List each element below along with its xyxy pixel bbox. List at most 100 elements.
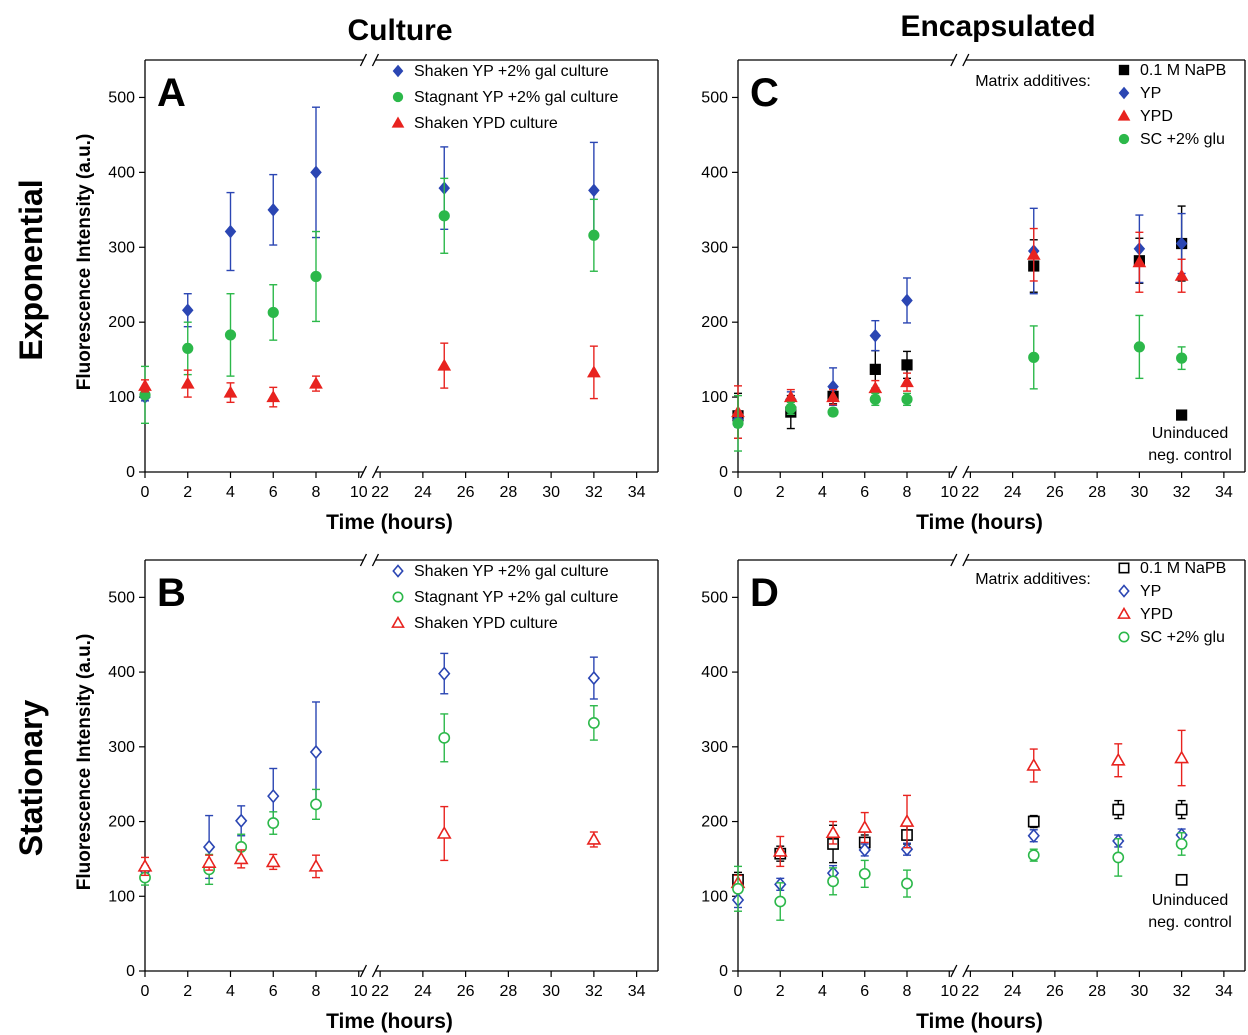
data-point [827, 875, 839, 888]
data-point [901, 293, 913, 308]
data-point [901, 393, 913, 405]
data-point [868, 381, 883, 394]
data-point [267, 817, 280, 829]
legend-marker [1117, 109, 1131, 121]
legend-label: 0.1 M NaPB [1140, 560, 1226, 577]
axis-break-mark [359, 964, 368, 978]
axis-break-mark [371, 465, 380, 479]
x-tick-label: 28 [499, 983, 517, 1000]
axis-break-mark [950, 553, 958, 567]
data-point [1174, 750, 1190, 764]
y-tick-label: 200 [701, 814, 728, 831]
data-point [785, 402, 797, 414]
legend-marker [392, 591, 404, 603]
y-tick-label: 500 [701, 589, 728, 606]
data-point [1175, 236, 1188, 251]
x-tick-label: 28 [1088, 983, 1106, 1000]
legend-label: Shaken YP +2% gal culture [414, 563, 609, 580]
x-tick-label: 10 [350, 484, 368, 501]
legend-label: Shaken YP +2% gal culture [414, 63, 609, 80]
y-tick-label: 300 [108, 739, 135, 756]
axis-break-mark [962, 465, 970, 479]
legend-label: Stagnant YP +2% gal culture [414, 589, 619, 606]
annotation-text: Uninduced [1152, 892, 1229, 909]
y-tick-label: 400 [108, 164, 135, 181]
x-tick-label: 2 [776, 484, 785, 501]
data-point [1028, 351, 1040, 363]
x-tick-label: 6 [860, 983, 869, 1000]
x-tick-label: 0 [734, 484, 743, 501]
x-tick-label: 6 [860, 484, 869, 501]
axis-break-mark [962, 53, 970, 67]
panel-letter: D [750, 571, 779, 615]
x-tick-label: 10 [940, 484, 958, 501]
legend-label: 0.1 M NaPB [1140, 62, 1226, 79]
data-point [180, 376, 195, 389]
legend-marker [392, 91, 404, 103]
axis-break-mark [371, 553, 380, 567]
axis-break-mark [371, 53, 380, 67]
x-tick-label: 10 [350, 983, 368, 1000]
legend-marker [1118, 86, 1130, 100]
y-tick-label: 0 [719, 963, 728, 980]
legend-label: Stagnant YP +2% gal culture [414, 89, 619, 106]
x-tick-label: 24 [414, 484, 432, 501]
axis-break-mark [359, 465, 368, 479]
axis-break-mark [950, 465, 958, 479]
data-point [436, 825, 452, 839]
axis-break-mark [950, 964, 958, 978]
data-point [826, 390, 840, 403]
x-tick-label: 26 [1046, 983, 1064, 1000]
data-point [901, 359, 913, 371]
data-point [901, 877, 913, 890]
data-point [137, 858, 153, 872]
data-point [309, 376, 323, 389]
y-tick-label: 300 [108, 239, 135, 256]
y-tick-label: 100 [108, 888, 135, 905]
data-point [587, 365, 601, 378]
x-axis-label: Time (hours) [326, 511, 453, 534]
data-point [235, 813, 248, 829]
x-tick-label: 26 [457, 983, 475, 1000]
y-tick-label: 0 [719, 464, 728, 481]
x-tick-label: 34 [1215, 484, 1233, 501]
data-point [310, 270, 322, 283]
x-tick-label: 2 [183, 983, 192, 1000]
data-point [732, 417, 744, 429]
data-point [900, 375, 914, 388]
data-point [233, 851, 249, 865]
annotation-text: Uninduced [1152, 425, 1229, 442]
data-point [588, 183, 600, 198]
data-point [438, 731, 451, 744]
data-point [869, 393, 881, 405]
data-point [438, 666, 451, 681]
data-point [224, 329, 237, 341]
data-point [202, 839, 216, 855]
y-tick-label: 300 [701, 739, 728, 756]
data-point [587, 670, 601, 686]
y-tick-label: 500 [108, 89, 135, 106]
x-tick-label: 32 [585, 983, 603, 1000]
legend-title: Matrix additives: [975, 571, 1091, 588]
data-point [310, 798, 322, 811]
x-tick-label: 22 [961, 983, 979, 1000]
legend-label: YP [1140, 583, 1161, 600]
data-point [267, 788, 280, 804]
x-tick-label: 2 [776, 983, 785, 1000]
x-tick-label: 4 [226, 484, 235, 501]
x-tick-label: 0 [734, 983, 743, 1000]
x-tick-label: 32 [1173, 484, 1191, 501]
y-tick-label: 100 [701, 389, 728, 406]
y-tick-label: 300 [701, 239, 728, 256]
data-point [1175, 873, 1188, 886]
annotation-text: neg. control [1148, 914, 1232, 931]
data-point [1174, 268, 1189, 281]
panel-letter: B [157, 571, 186, 615]
x-tick-label: 24 [1004, 484, 1022, 501]
x-tick-label: 26 [457, 484, 475, 501]
axis-break-mark [359, 53, 368, 67]
data-point [732, 882, 744, 895]
x-tick-label: 22 [371, 983, 389, 1000]
